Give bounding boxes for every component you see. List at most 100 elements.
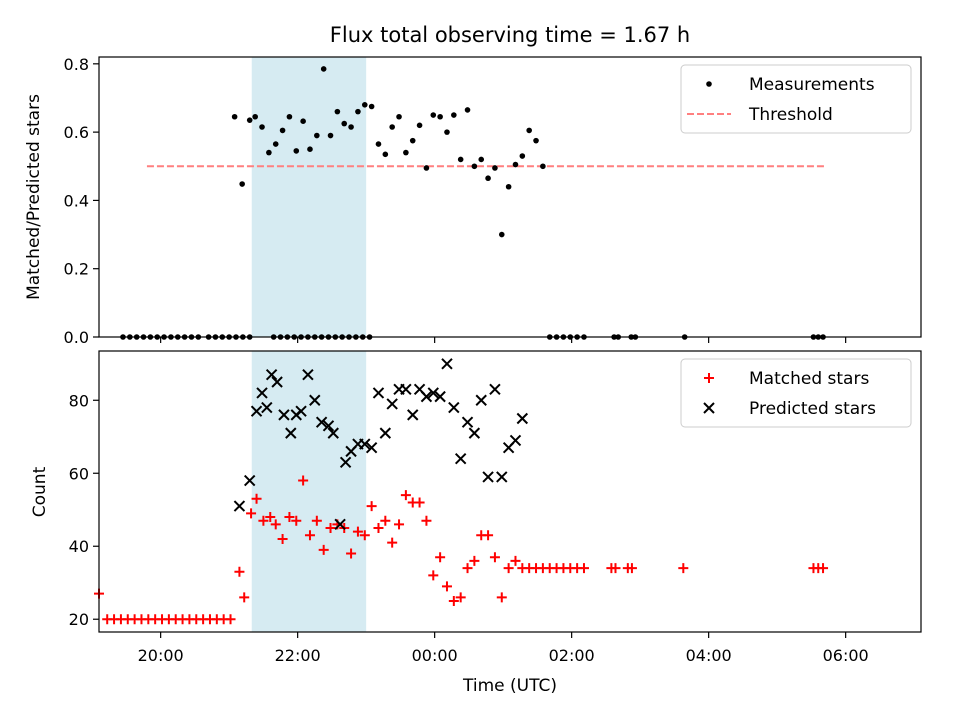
measurement-point bbox=[519, 153, 526, 159]
ratio-axes-frame bbox=[98, 56, 922, 338]
legend-box bbox=[680, 358, 912, 428]
predicted-star-point bbox=[482, 471, 494, 483]
y-tick-label: 0.0 bbox=[64, 328, 89, 347]
measurement-point bbox=[409, 137, 416, 144]
predicted-star-point bbox=[461, 416, 474, 428]
measurement-point bbox=[430, 112, 437, 118]
measurement-point bbox=[375, 141, 382, 147]
predicted-star-point bbox=[434, 390, 446, 403]
measurement-point bbox=[471, 163, 478, 170]
predicted-star-point bbox=[400, 383, 412, 396]
matched-star-point bbox=[448, 595, 459, 606]
y-tick-label: 40 bbox=[69, 537, 89, 556]
predicted-star-point bbox=[359, 438, 371, 450]
measurement-point bbox=[492, 165, 498, 171]
matched-star-point bbox=[400, 490, 411, 501]
y-tick-label: 80 bbox=[69, 391, 89, 410]
matched-star-point bbox=[441, 581, 452, 592]
count-axes-frame bbox=[98, 350, 922, 633]
legend-label: Threshold bbox=[748, 105, 833, 125]
measurement-point bbox=[341, 120, 348, 127]
matched-star-point bbox=[421, 515, 432, 526]
matched-star-point bbox=[246, 508, 257, 519]
x-tick-label: 04:00 bbox=[686, 646, 732, 665]
predicted-star-point bbox=[339, 456, 352, 469]
matched-star-point bbox=[284, 512, 295, 523]
legend-label: Measurements bbox=[749, 75, 875, 95]
measurement-point bbox=[540, 163, 546, 170]
ratio-legend: Measurements Threshold bbox=[680, 64, 912, 134]
measurement-point bbox=[444, 129, 450, 135]
predicted-star-point bbox=[516, 412, 529, 425]
predicted-star-point bbox=[386, 398, 398, 410]
matched-star-point bbox=[270, 519, 281, 530]
predicted-star-point bbox=[489, 383, 501, 396]
predicted-star-point bbox=[420, 390, 433, 403]
predicted-star-point bbox=[302, 369, 314, 381]
measurement-point bbox=[485, 175, 491, 182]
predicted-star-point bbox=[322, 420, 335, 432]
ratio-panel: 0.00.20.40.60.8 Matched/Predicted stars … bbox=[24, 55, 922, 347]
predicted-star-point bbox=[334, 518, 346, 531]
y-tick-label: 20 bbox=[69, 610, 89, 629]
matched-star-point bbox=[225, 614, 236, 625]
predicted-star-point bbox=[454, 452, 467, 465]
matched-star-point bbox=[234, 566, 245, 577]
matched-star-point bbox=[265, 512, 276, 523]
predicted-star-point bbox=[295, 405, 307, 417]
matched-star-point bbox=[239, 592, 250, 603]
predicted-star-point bbox=[427, 387, 439, 399]
predicted-star-point bbox=[365, 442, 378, 454]
matched-star-point bbox=[610, 563, 621, 574]
predicted-star-point bbox=[448, 401, 460, 414]
ratio-y-label: Matched/Predicted stars bbox=[24, 94, 44, 300]
matched-star-point bbox=[483, 530, 494, 541]
matched-star-point bbox=[373, 522, 384, 533]
matched-star-point bbox=[414, 497, 425, 508]
predicted-star-point bbox=[285, 427, 297, 439]
matched-star-point bbox=[435, 552, 446, 563]
measurement-point bbox=[382, 151, 389, 158]
measurement-point bbox=[464, 107, 471, 113]
x-tick-label: 00:00 bbox=[412, 646, 458, 665]
predicted-star-point bbox=[243, 474, 256, 487]
x-tick-label: 02:00 bbox=[549, 646, 595, 665]
measurement-point bbox=[533, 137, 539, 144]
measurement-point bbox=[498, 231, 505, 238]
predicted-star-point bbox=[407, 409, 419, 421]
matched-star-point bbox=[352, 526, 363, 537]
matched-star-point bbox=[469, 555, 480, 566]
predicted-star-point bbox=[271, 376, 283, 388]
measurement-point bbox=[259, 124, 265, 130]
count-legend: Matched stars Predicted stars bbox=[680, 358, 912, 428]
predicted-star-point bbox=[379, 427, 392, 439]
matched-star-point bbox=[318, 544, 329, 555]
matched-star-point bbox=[304, 530, 315, 541]
measurement-point bbox=[272, 141, 279, 147]
measurement-point bbox=[286, 113, 293, 120]
matched-star-point bbox=[489, 552, 500, 563]
measurement-point bbox=[327, 132, 334, 139]
measurement-point bbox=[505, 183, 512, 190]
matched-star-point bbox=[578, 563, 589, 574]
y-tick-label: 0.4 bbox=[64, 191, 89, 210]
y-tick-label: 60 bbox=[69, 464, 89, 483]
matched-star-point bbox=[394, 519, 405, 530]
measurement-point bbox=[348, 124, 354, 130]
measurement-point bbox=[457, 156, 464, 163]
measurement-point bbox=[368, 103, 375, 110]
predicted-star-point bbox=[278, 409, 290, 421]
observing-window-shade bbox=[251, 57, 367, 337]
x-tick-label: 22:00 bbox=[275, 646, 321, 665]
matched-star-point bbox=[298, 475, 309, 486]
legend-marker bbox=[703, 402, 715, 414]
predicted-star-point bbox=[496, 471, 508, 483]
predicted-star-point bbox=[475, 394, 487, 406]
matched-star-point bbox=[678, 563, 689, 574]
measurement-point bbox=[320, 66, 327, 72]
predicted-star-point bbox=[261, 401, 273, 414]
matched-star-point bbox=[387, 537, 398, 548]
x-axis-label: Time (UTC) bbox=[462, 676, 557, 696]
matched-star-point bbox=[366, 501, 377, 512]
